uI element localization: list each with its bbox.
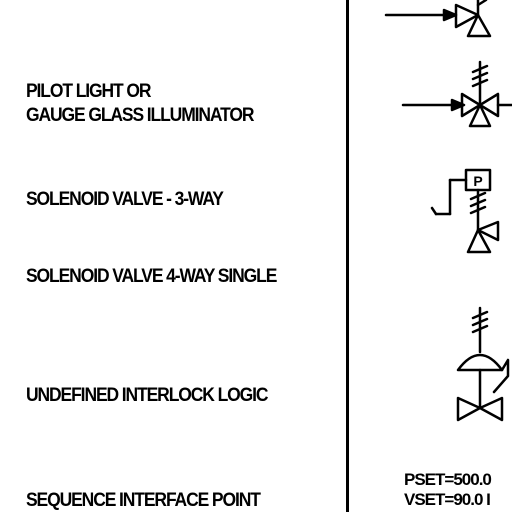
label-pilot-light: PILOT LIGHT OR GAUGE GLASS ILLUMINATOR <box>26 80 255 128</box>
label-sequence-interface: SEQUENCE INTERFACE POINT <box>26 490 261 511</box>
label-pilot-light-line1: PILOT LIGHT OR <box>26 81 151 102</box>
diaphragm-valve-icon <box>456 306 510 422</box>
label-pilot-light-line2: GAUGE GLASS ILLUMINATOR <box>26 105 255 126</box>
label-solenoid-3way: SOLENOID VALVE - 3-WAY <box>26 189 224 210</box>
pilot-box-letter: P <box>473 173 482 189</box>
vset-value: VSET=90.0 I <box>404 490 491 509</box>
three-way-valve-icon <box>401 60 512 128</box>
solenoid-pilot-valve-icon <box>430 168 500 254</box>
valve-arrow-icon <box>384 0 492 38</box>
column-divider <box>346 0 349 512</box>
label-solenoid-4way: SOLENOID VALVE 4-WAY SINGLE <box>26 266 277 287</box>
pset-value: PSET=500.0 <box>404 470 492 489</box>
label-interlock-logic: UNDEFINED INTERLOCK LOGIC <box>26 385 269 406</box>
